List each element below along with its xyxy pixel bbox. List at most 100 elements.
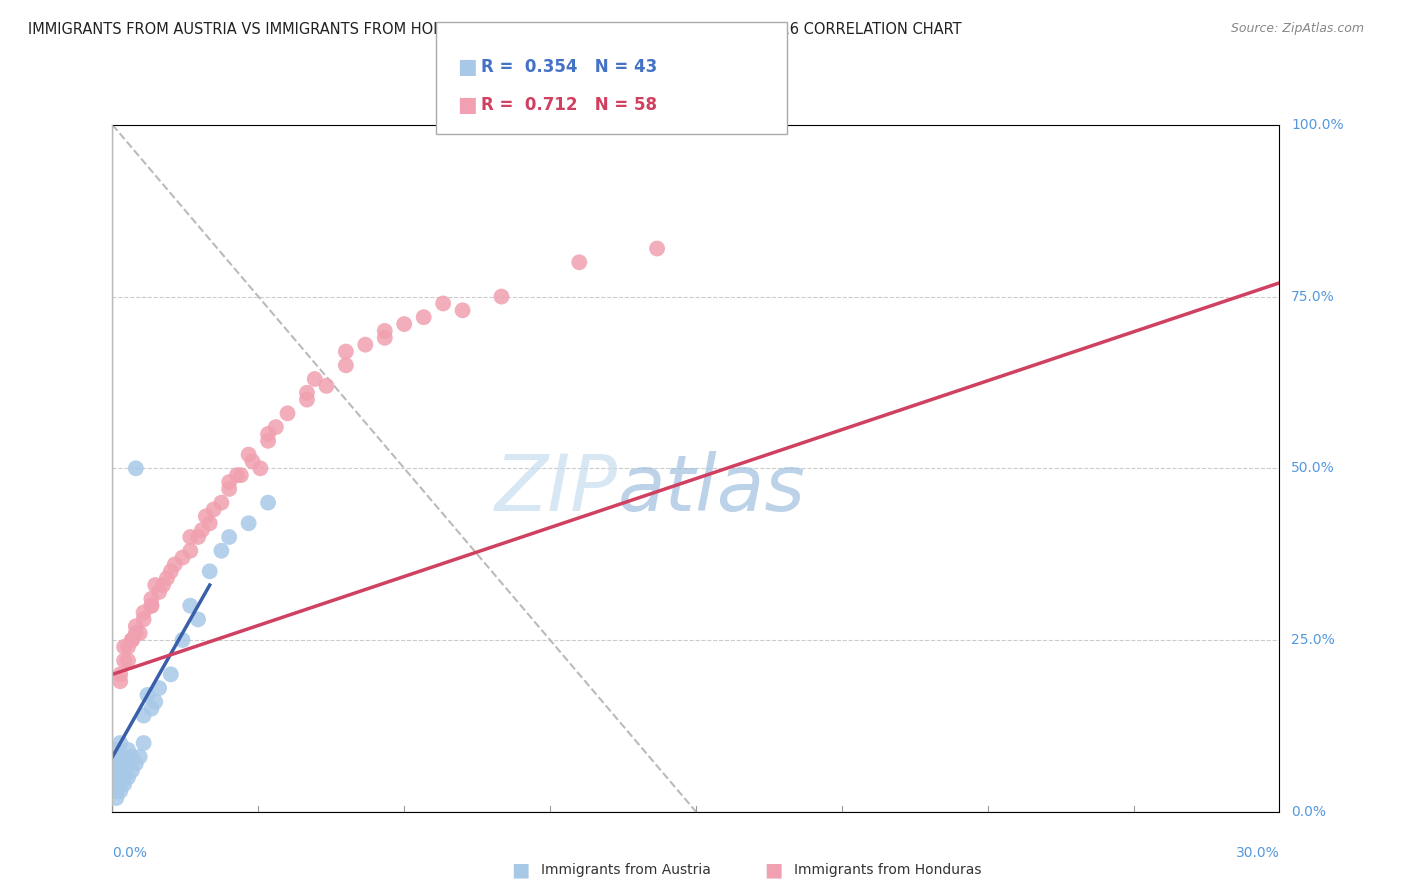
Point — [238, 448, 260, 462]
Point — [141, 599, 163, 613]
Point — [128, 749, 150, 764]
Text: 100.0%: 100.0% — [1291, 118, 1344, 132]
Point — [187, 530, 209, 544]
Point — [105, 784, 128, 798]
Point — [257, 426, 280, 441]
Text: 50.0%: 50.0% — [1291, 461, 1334, 475]
Point — [257, 434, 280, 448]
Point — [374, 331, 396, 345]
Point — [110, 784, 132, 798]
Point — [121, 633, 143, 648]
Point — [264, 420, 287, 434]
Point — [194, 509, 217, 524]
Point — [112, 764, 135, 778]
Point — [179, 543, 201, 558]
Point — [568, 255, 591, 269]
Point — [315, 379, 337, 393]
Point — [152, 578, 174, 592]
Point — [354, 337, 377, 351]
Point — [117, 756, 139, 771]
Point — [105, 777, 128, 791]
Point — [105, 791, 128, 805]
Point — [112, 770, 135, 785]
Point — [179, 599, 201, 613]
Point — [209, 543, 232, 558]
Text: 25.0%: 25.0% — [1291, 633, 1334, 647]
Point — [160, 565, 183, 579]
Point — [136, 688, 159, 702]
Point — [335, 344, 357, 359]
Point — [209, 495, 232, 509]
Point — [117, 770, 139, 785]
Point — [172, 633, 194, 648]
Point — [249, 461, 271, 475]
Point — [121, 749, 143, 764]
Point — [198, 565, 221, 579]
Point — [335, 358, 357, 373]
Text: atlas: atlas — [619, 450, 806, 527]
Point — [295, 392, 318, 407]
Point — [187, 612, 209, 626]
Point — [110, 764, 132, 778]
Point — [117, 654, 139, 668]
Point — [198, 516, 221, 531]
Point — [412, 310, 434, 325]
Point — [491, 289, 513, 303]
Point — [105, 764, 128, 778]
Point — [141, 599, 163, 613]
Point — [112, 640, 135, 654]
Point — [163, 558, 186, 572]
Point — [125, 619, 148, 633]
Point — [226, 468, 249, 483]
Point — [432, 296, 454, 310]
Text: ■: ■ — [763, 860, 783, 880]
Text: IMMIGRANTS FROM AUSTRIA VS IMMIGRANTS FROM HONDURAS CHILD POVERTY AMONG BOYS UND: IMMIGRANTS FROM AUSTRIA VS IMMIGRANTS FR… — [28, 22, 962, 37]
Point — [117, 640, 139, 654]
Text: Immigrants from Austria: Immigrants from Austria — [541, 863, 711, 877]
Point — [392, 317, 416, 331]
Point — [125, 626, 148, 640]
Point — [148, 585, 170, 599]
Point — [121, 764, 143, 778]
Point — [110, 756, 132, 771]
Text: 75.0%: 75.0% — [1291, 290, 1334, 303]
Point — [160, 667, 183, 681]
Point — [132, 736, 155, 750]
Point — [156, 571, 179, 585]
Point — [132, 606, 155, 620]
Point — [110, 674, 132, 689]
Point — [121, 633, 143, 648]
Text: ZIP: ZIP — [495, 450, 619, 527]
Point — [218, 530, 240, 544]
Point — [202, 502, 225, 516]
Point — [112, 654, 135, 668]
Point — [304, 372, 326, 386]
Point — [112, 749, 135, 764]
Point — [191, 523, 214, 537]
Text: 0.0%: 0.0% — [112, 846, 148, 860]
Point — [105, 770, 128, 785]
Point — [257, 495, 280, 509]
Point — [276, 406, 298, 420]
Point — [128, 626, 150, 640]
Text: ■: ■ — [510, 860, 530, 880]
Point — [105, 749, 128, 764]
Point — [141, 591, 163, 606]
Point — [242, 454, 264, 468]
Text: R =  0.712   N = 58: R = 0.712 N = 58 — [481, 96, 657, 114]
Point — [141, 701, 163, 715]
Point — [179, 530, 201, 544]
Text: ■: ■ — [457, 95, 477, 115]
Point — [143, 578, 166, 592]
Point — [148, 681, 170, 695]
Point — [110, 777, 132, 791]
Point — [645, 242, 668, 256]
Point — [295, 385, 318, 400]
Point — [238, 516, 260, 531]
Text: Immigrants from Honduras: Immigrants from Honduras — [794, 863, 981, 877]
Point — [110, 749, 132, 764]
Point — [110, 736, 132, 750]
Text: R =  0.354   N = 43: R = 0.354 N = 43 — [481, 58, 657, 76]
Text: Source: ZipAtlas.com: Source: ZipAtlas.com — [1230, 22, 1364, 36]
Point — [125, 461, 148, 475]
